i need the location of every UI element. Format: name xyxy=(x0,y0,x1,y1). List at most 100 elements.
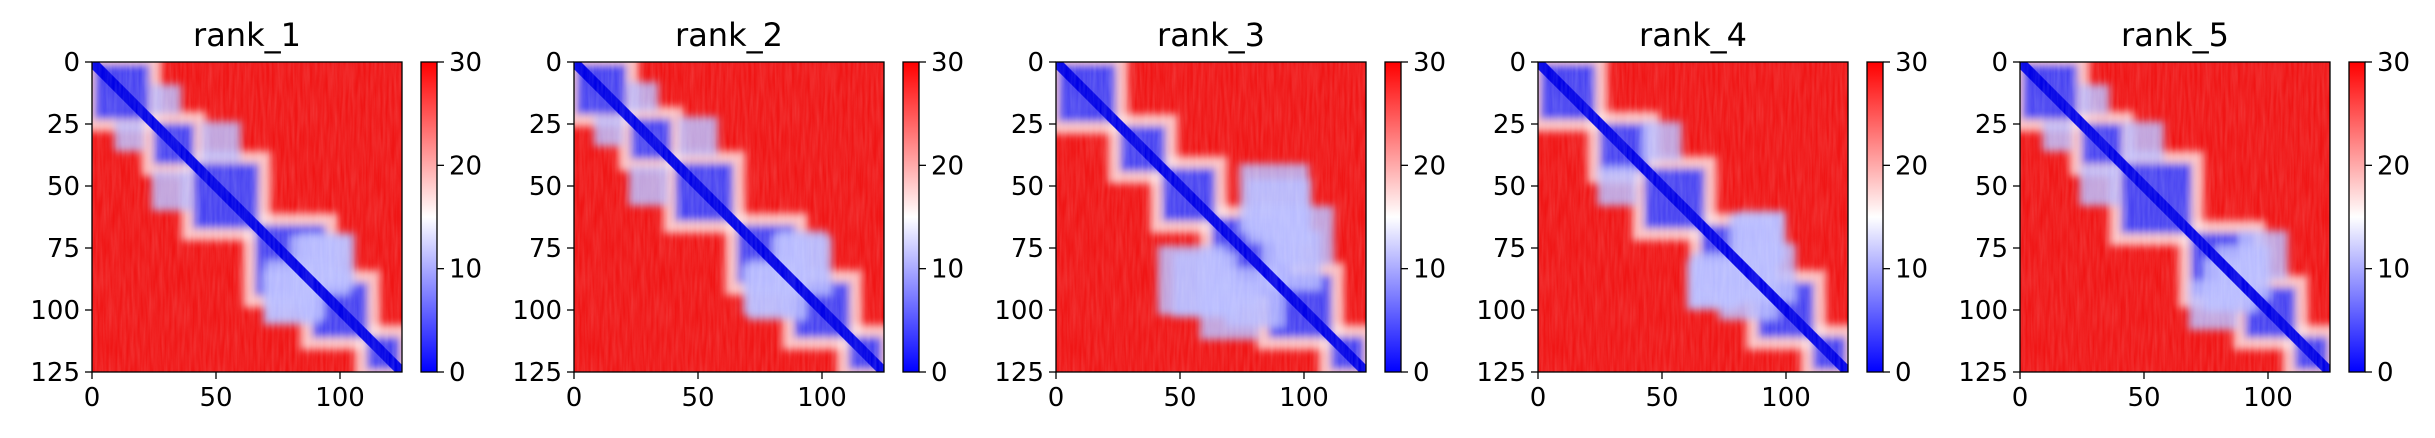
y-tick-label: 125 xyxy=(994,358,1044,388)
colorbar-tick-label: 20 xyxy=(449,151,482,181)
y-tick-label: 100 xyxy=(1958,296,2008,326)
axes-frame xyxy=(91,61,403,373)
panel-title: rank_5 xyxy=(2121,16,2229,54)
panel-title: rank_3 xyxy=(1157,16,1265,54)
colorbar-tick-label: 30 xyxy=(1413,48,1446,78)
y-tick-label: 100 xyxy=(994,296,1044,326)
axes-frame xyxy=(1537,61,1849,373)
y-tick-label: 0 xyxy=(1027,48,1044,78)
colorbar-gradient xyxy=(1866,61,1884,373)
colorbar-tick-label: 30 xyxy=(449,48,482,78)
colorbar-tick-label: 0 xyxy=(1895,358,1912,388)
x-tick-label: 100 xyxy=(2243,383,2293,413)
heatmap-area xyxy=(91,61,403,373)
y-tick-label: 50 xyxy=(1493,172,1526,202)
panel-title: rank_4 xyxy=(1639,16,1747,54)
y-tick-label: 75 xyxy=(47,234,80,264)
panel-title: rank_1 xyxy=(193,16,301,54)
x-tick-label: 50 xyxy=(1645,383,1678,413)
colorbar-tick-label: 30 xyxy=(1895,48,1928,78)
colorbar-tick-label: 10 xyxy=(1413,255,1446,285)
y-tick-label: 100 xyxy=(1476,296,1526,326)
axes-frame xyxy=(573,61,885,373)
heatmap-area xyxy=(573,61,885,373)
x-tick-label: 100 xyxy=(797,383,847,413)
y-tick-label: 50 xyxy=(1011,172,1044,202)
colorbar: 0 10 20 30 xyxy=(902,48,964,388)
x-tick-label: 0 xyxy=(2012,383,2029,413)
colorbar: 0 10 20 30 xyxy=(2348,48,2410,388)
x-tick-label: 0 xyxy=(84,383,101,413)
colorbar-tick-label: 0 xyxy=(2377,358,2394,388)
x-tick-label: 50 xyxy=(681,383,714,413)
y-tick-label: 100 xyxy=(30,296,80,326)
x-tick-label: 50 xyxy=(1163,383,1196,413)
x-tick-label: 0 xyxy=(1048,383,1065,413)
x-tick-label: 100 xyxy=(1761,383,1811,413)
colorbar: 0 10 20 30 xyxy=(1384,48,1446,388)
y-tick-label: 25 xyxy=(1493,110,1526,140)
colorbar-gradient xyxy=(902,61,920,373)
colorbar-tick-label: 0 xyxy=(449,358,466,388)
x-tick-label: 50 xyxy=(199,383,232,413)
colorbar-tick-label: 20 xyxy=(2377,151,2410,181)
y-tick-label: 25 xyxy=(1011,110,1044,140)
heatmap-area xyxy=(1537,61,1849,373)
panel-title: rank_2 xyxy=(675,16,783,54)
heatmap-area xyxy=(1055,61,1367,373)
y-tick-label: 50 xyxy=(47,172,80,202)
colorbar-tick-label: 10 xyxy=(931,255,964,285)
y-tick-label: 25 xyxy=(529,110,562,140)
colorbar-tick-label: 20 xyxy=(1895,151,1928,181)
axes-frame xyxy=(2019,61,2331,373)
y-tick-label: 75 xyxy=(1975,234,2008,264)
y-tick-label: 125 xyxy=(30,358,80,388)
colorbar-gradient xyxy=(420,61,438,373)
heatmap-texture xyxy=(574,62,884,372)
colorbar: 0 10 20 30 xyxy=(420,48,482,388)
y-tick-label: 75 xyxy=(1493,234,1526,264)
colorbar-tick-label: 0 xyxy=(931,358,948,388)
colorbar-tick-label: 10 xyxy=(2377,255,2410,285)
heatmap-texture xyxy=(1538,62,1848,372)
x-tick-label: 0 xyxy=(566,383,583,413)
y-tick-label: 0 xyxy=(1991,48,2008,78)
colorbar-gradient xyxy=(2348,61,2366,373)
y-tick-label: 0 xyxy=(63,48,80,78)
colorbar-tick-label: 30 xyxy=(2377,48,2410,78)
colorbar-tick-label: 20 xyxy=(1413,151,1446,181)
heatmap-area xyxy=(2019,61,2331,373)
heatmap-texture xyxy=(2020,62,2330,372)
x-tick-label: 100 xyxy=(1279,383,1329,413)
axes-frame xyxy=(1055,61,1367,373)
colorbar-tick-label: 0 xyxy=(1413,358,1430,388)
y-tick-label: 125 xyxy=(1958,358,2008,388)
x-tick-label: 50 xyxy=(2127,383,2160,413)
y-tick-label: 25 xyxy=(1975,110,2008,140)
y-tick-label: 25 xyxy=(47,110,80,140)
y-tick-label: 50 xyxy=(529,172,562,202)
y-tick-label: 0 xyxy=(1509,48,1526,78)
y-tick-label: 125 xyxy=(512,358,562,388)
x-tick-label: 0 xyxy=(1530,383,1547,413)
colorbar-tick-label: 20 xyxy=(931,151,964,181)
colorbar-gradient xyxy=(1384,61,1402,373)
y-tick-label: 100 xyxy=(512,296,562,326)
y-tick-label: 50 xyxy=(1975,172,2008,202)
y-tick-label: 125 xyxy=(1476,358,1526,388)
colorbar-tick-label: 10 xyxy=(449,255,482,285)
y-tick-label: 0 xyxy=(545,48,562,78)
x-tick-label: 100 xyxy=(315,383,365,413)
y-tick-label: 75 xyxy=(1011,234,1044,264)
heatmap-texture xyxy=(1056,62,1366,372)
colorbar-tick-label: 30 xyxy=(931,48,964,78)
colorbar: 0 10 20 30 xyxy=(1866,48,1928,388)
colorbar-tick-label: 10 xyxy=(1895,255,1928,285)
heatmap-texture xyxy=(92,62,402,372)
